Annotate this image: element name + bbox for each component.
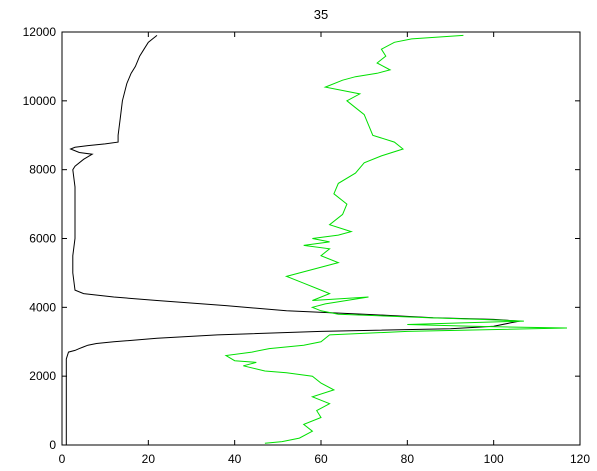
y-tick-label: 4000 [29,300,56,314]
x-tick-label: 20 [142,452,156,466]
series-line-2 [224,34,568,444]
x-tick-label: 0 [59,452,66,466]
x-tick-label: 100 [484,452,504,466]
y-tick-label: 12000 [23,25,57,39]
y-tick-label: 8000 [29,163,56,177]
x-tick-label: 60 [314,452,328,466]
x-tick-label: 40 [228,452,242,466]
x-tick-label: 80 [401,452,415,466]
y-tick-label: 2000 [29,369,56,383]
x-tick-label: 120 [570,452,590,466]
series-line-1 [65,35,520,445]
y-tick-label: 10000 [23,94,57,108]
series-layer [65,34,568,445]
y-tick-label: 6000 [29,232,56,246]
y-tick-label: 0 [49,438,56,452]
chart-title: 35 [314,7,328,22]
axes-layer: 0 20 40 60 80 100 120 0 2000 4000 6000 8000 10000 120… [23,25,591,466]
